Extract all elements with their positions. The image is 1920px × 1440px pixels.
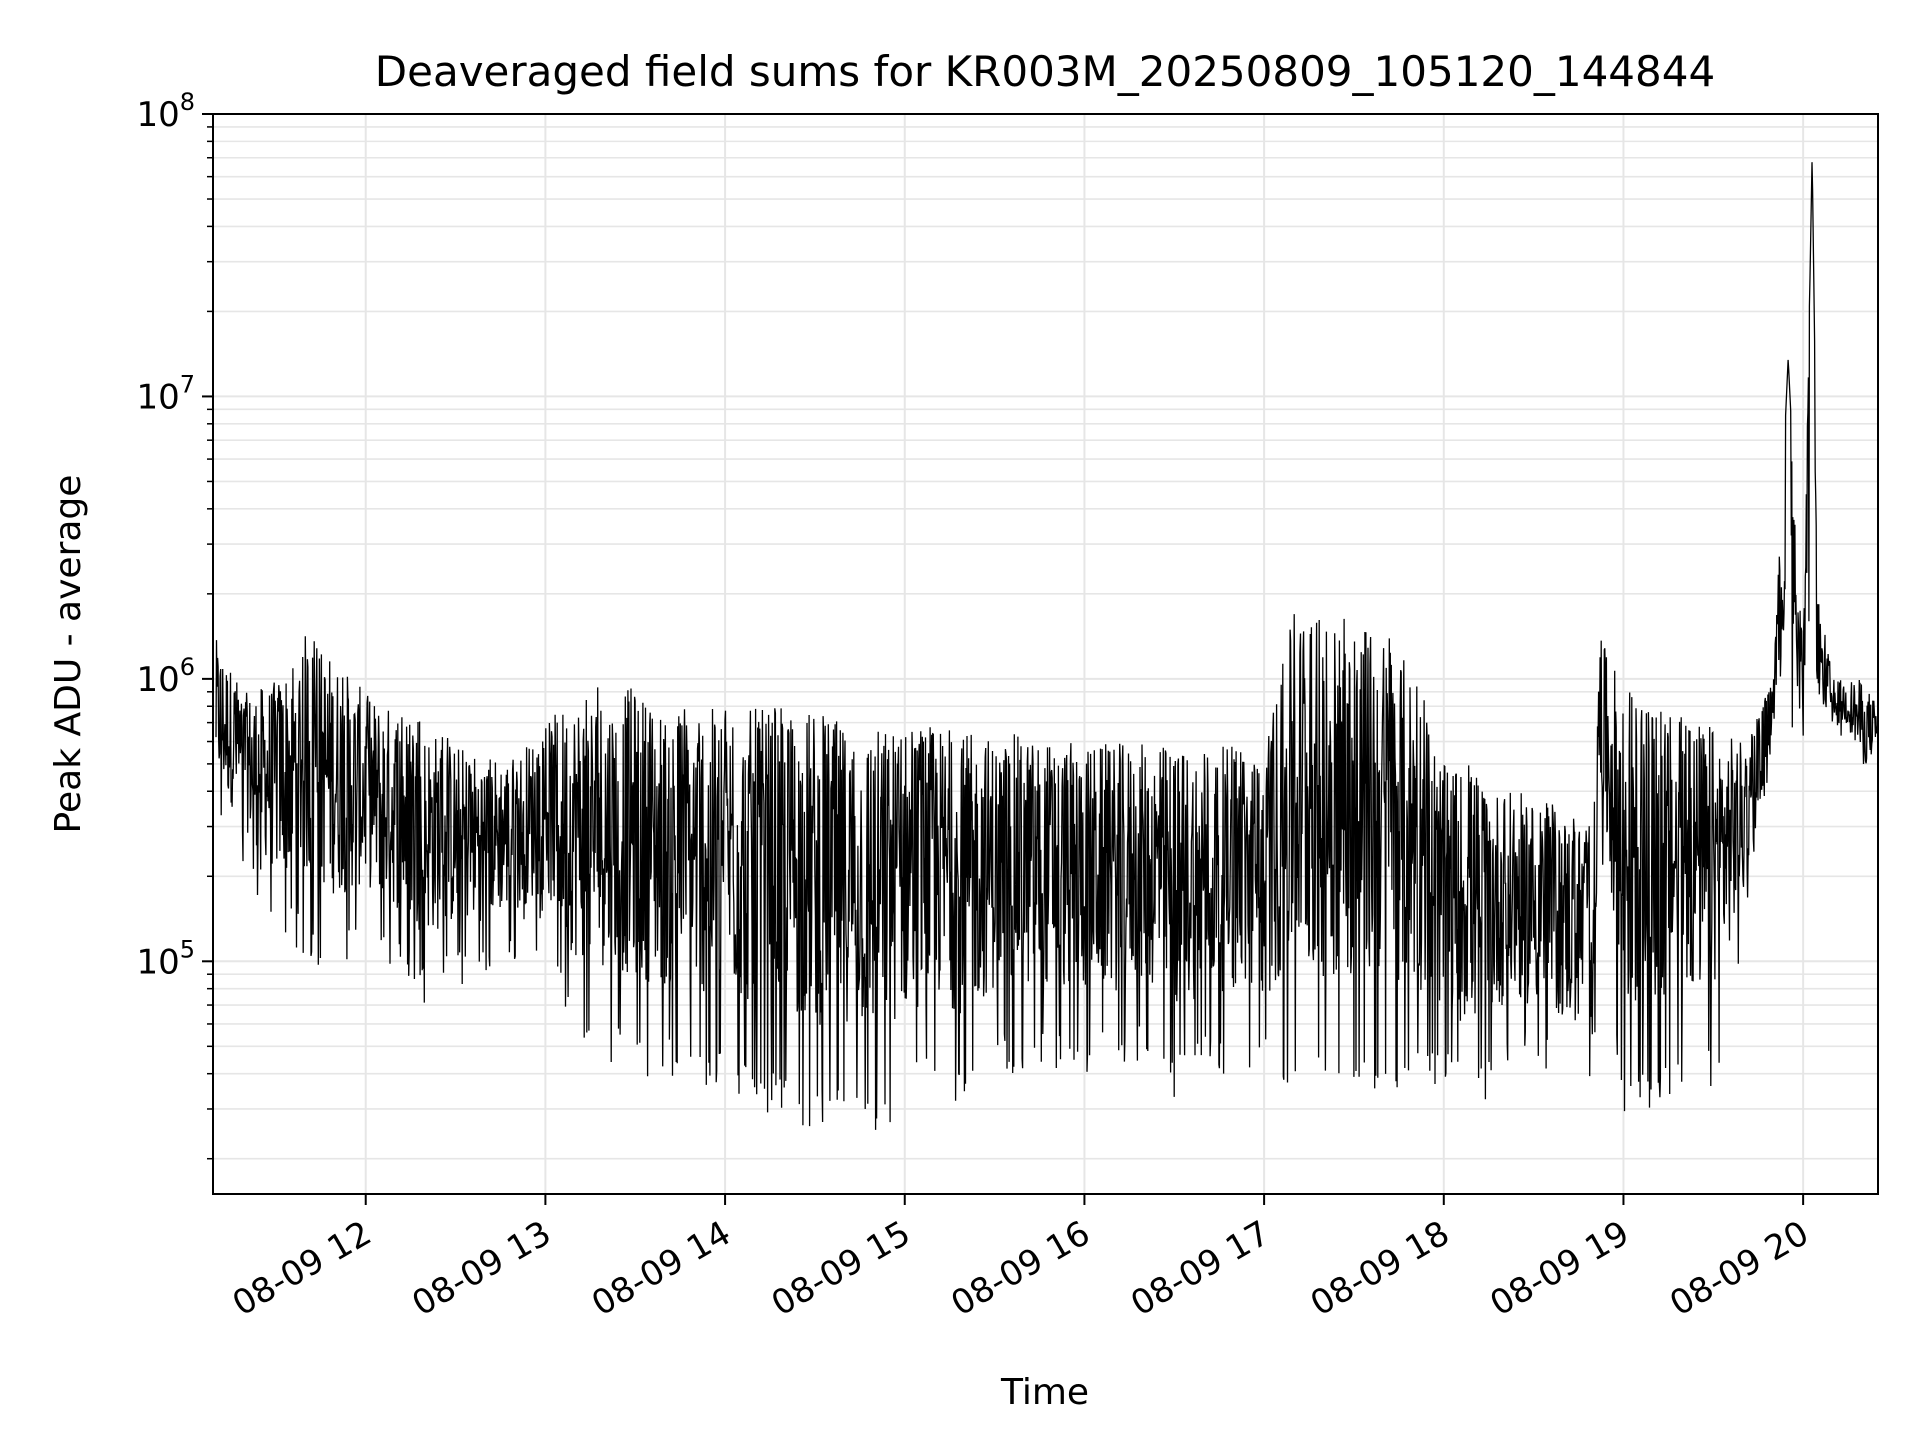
y-axis: 105 106 107 108 — [136, 88, 213, 1160]
x-axis-label: Time — [1000, 1372, 1089, 1413]
y-tick-label: 106 — [136, 653, 195, 700]
series-line — [215, 162, 1879, 1130]
chart-title: Deaveraged field sums for KR003M_2025080… — [375, 47, 1715, 96]
y-tick-label: 107 — [136, 370, 195, 417]
plot-frame — [212, 113, 1879, 1195]
series-path — [215, 162, 1879, 1130]
y-tick-label: 105 — [136, 935, 195, 982]
y-axis-label: Peak ADU - average — [48, 475, 89, 834]
y-tick-label: 108 — [136, 88, 195, 135]
